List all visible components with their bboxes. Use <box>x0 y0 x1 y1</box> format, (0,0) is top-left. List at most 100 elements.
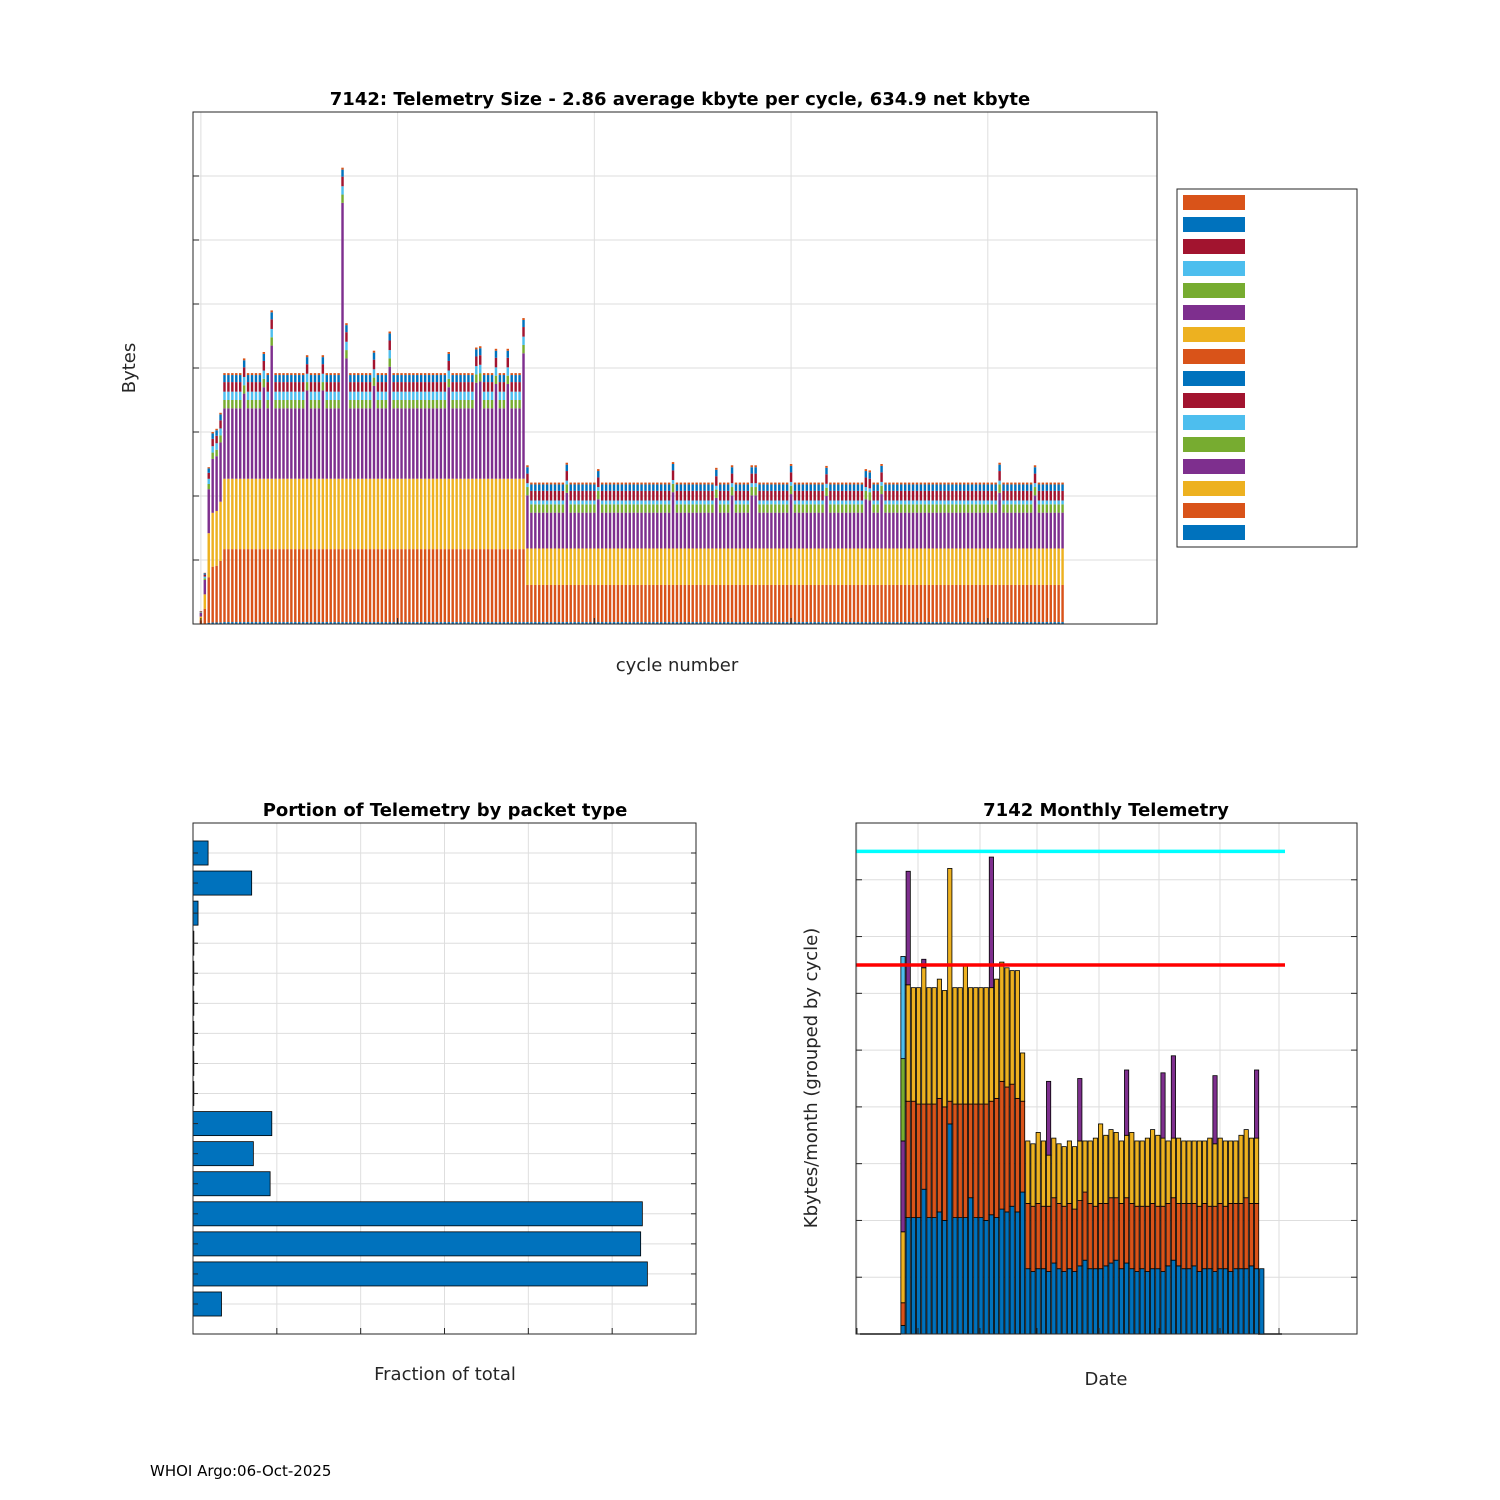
top-bar-segment <box>494 350 498 358</box>
top-bar-segment <box>947 482 950 485</box>
top-bar-segment <box>754 487 757 496</box>
top-bar-segment <box>703 482 706 485</box>
top-bar-segment <box>522 336 525 345</box>
top-bar-segment <box>616 584 620 623</box>
top-bar-segment <box>722 584 726 623</box>
top-bar-segment <box>258 549 262 623</box>
top-bar-segment <box>691 584 694 623</box>
top-bar-segment <box>754 473 757 484</box>
top-bar-segment <box>821 584 824 623</box>
br-bar-segment <box>1056 1268 1062 1335</box>
top-bar-segment <box>679 500 683 505</box>
top-bar-segment <box>884 622 887 624</box>
top-bar-segment <box>762 584 765 623</box>
top-bar-segment <box>1049 482 1052 485</box>
top-bar-segment <box>238 373 242 376</box>
top-bar-segment <box>577 548 580 585</box>
br-bar-segment <box>900 1325 906 1335</box>
top-bar-segment <box>439 549 443 623</box>
top-bar-segment <box>695 482 698 485</box>
top-bar-segment <box>1018 504 1021 513</box>
top-bar-segment <box>388 622 391 624</box>
top-bar-segment <box>801 512 805 549</box>
top-bar-segment <box>408 478 411 550</box>
top-bar-segment <box>569 490 572 501</box>
top-bar-segment <box>203 574 207 577</box>
br-bar-segment <box>1061 1205 1067 1272</box>
top-bar-segment <box>907 490 911 501</box>
br-month-stack <box>1108 1129 1114 1335</box>
top-bar-segment <box>246 622 250 624</box>
top-bar-segment <box>294 382 297 392</box>
top-bar-segment <box>907 548 911 585</box>
top-bar-segment <box>691 548 694 585</box>
br-month-stack <box>1098 1123 1104 1335</box>
top-bar-segment <box>813 490 816 501</box>
top-bar-segment <box>463 549 466 623</box>
top-bar-segment <box>557 584 561 623</box>
top-bar-stack <box>1041 482 1045 624</box>
br-bar-segment <box>1030 1143 1036 1207</box>
top-bar-segment <box>833 512 836 549</box>
top-bar-stack <box>510 373 513 624</box>
top-bar-segment <box>506 357 509 368</box>
top-bar-stack <box>801 482 805 624</box>
top-bar-segment <box>207 577 210 623</box>
top-bar-stack <box>667 482 671 624</box>
top-bar-segment <box>502 400 506 409</box>
top-bar-stack <box>841 482 844 624</box>
top-bar-segment <box>396 400 399 409</box>
top-bar-segment <box>856 504 860 513</box>
top-bar-segment <box>266 391 269 400</box>
top-bar-segment <box>675 548 679 585</box>
top-bar-segment <box>935 490 938 501</box>
monthly-telemetry-chart: 7142 Monthly Telemetry Date Kbytes/month… <box>801 800 1358 1390</box>
top-bar-stack <box>471 373 474 624</box>
top-bar-segment <box>439 373 443 376</box>
top-bar-segment <box>435 622 439 624</box>
top-bar-segment <box>309 400 313 409</box>
top-bar-segment <box>868 472 871 479</box>
top-bar-segment <box>1022 484 1025 491</box>
top-bar-segment <box>321 364 325 374</box>
top-bar-segment <box>1029 490 1033 501</box>
top-bar-segment <box>286 400 289 409</box>
top-bar-segment <box>896 504 899 513</box>
top-bar-segment <box>994 490 997 501</box>
top-bar-segment <box>632 548 635 585</box>
top-bar-segment <box>565 462 569 465</box>
top-bar-segment <box>545 512 549 549</box>
top-bar-segment <box>868 478 871 489</box>
top-bar-segment <box>313 622 317 624</box>
top-bar-segment <box>892 490 895 501</box>
top-bar-segment <box>781 622 785 624</box>
top-bar-segment <box>738 622 742 624</box>
top-x-axis-label: cycle number <box>616 655 739 676</box>
br-bar-segment <box>1035 1132 1041 1204</box>
top-bar-stack <box>640 482 643 624</box>
top-bar-segment <box>1014 484 1017 491</box>
top-bar-segment <box>683 512 687 549</box>
top-bar-segment <box>577 622 580 624</box>
top-bar-segment <box>231 408 234 479</box>
top-bar-segment <box>766 500 769 505</box>
top-bar-segment <box>703 512 706 549</box>
top-bar-segment <box>821 622 824 624</box>
top-bar-segment <box>671 622 675 624</box>
top-bar-segment <box>305 549 309 623</box>
top-bar-segment <box>1041 512 1045 549</box>
top-bar-stack <box>636 482 639 624</box>
top-bar-segment <box>691 500 694 505</box>
top-bar-stack <box>785 482 789 624</box>
top-bar-segment <box>439 622 443 624</box>
top-bar-segment <box>656 584 659 623</box>
top-bar-segment <box>207 489 210 534</box>
top-bar-segment <box>589 482 592 485</box>
top-bar-segment <box>982 490 986 501</box>
top-bar-segment <box>604 512 608 549</box>
top-bar-segment <box>966 584 970 623</box>
top-bar-segment <box>238 382 242 392</box>
top-bar-stack <box>656 482 659 624</box>
top-bar-segment <box>455 478 458 550</box>
